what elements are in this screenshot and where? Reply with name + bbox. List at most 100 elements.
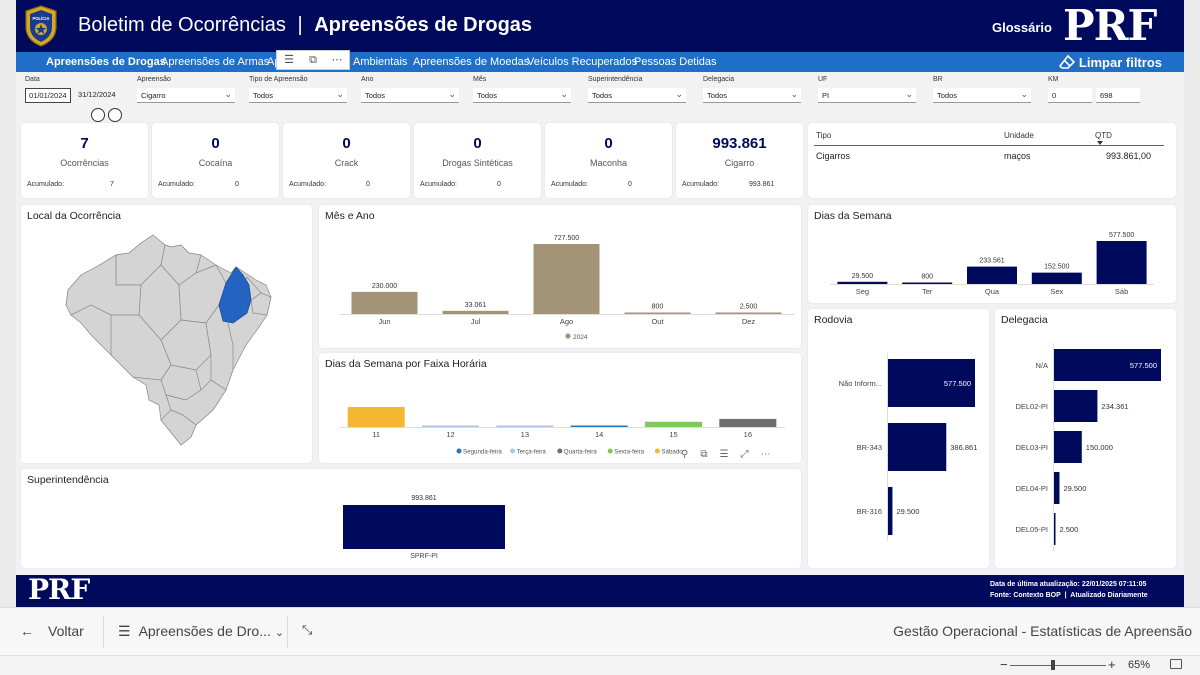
back-button[interactable]: ← Voltar (20, 623, 84, 639)
data-label: 577.500 (1130, 361, 1157, 370)
legend-entry: Quarta-feira (564, 449, 598, 456)
tab-ambientais[interactable]: Ambientais (353, 56, 408, 68)
map-state-piaui-highlight[interactable] (218, 266, 252, 324)
glossary-link[interactable]: Glossário (992, 20, 1052, 35)
collapse-icon[interactable]: ⤡ (302, 622, 313, 637)
page-selector[interactable]: ☰ Apreensões de Dro... ⌄ (118, 623, 284, 640)
br-dropdown[interactable]: Todos ⌄ (933, 88, 1031, 103)
tick-label: DEL02-PI (1015, 402, 1048, 411)
kpi-card-cocaina: 0 Cocaína Acumulado: 0 (152, 123, 279, 198)
tab-veiculos-recuperados[interactable]: Veículos Recuperados (527, 56, 638, 68)
page-title: Boletim de Ocorrências | Apreensões de D… (78, 14, 532, 37)
chart-mes-ano[interactable]: 230.000 Jun 33.061 Jul 727.500 Ago 800 Out 2.500… (319, 205, 801, 348)
km-min-input[interactable]: 0 (1048, 88, 1092, 103)
chart-superintendencia[interactable]: 993.861 SPRF-PI (21, 469, 801, 568)
uf-dropdown[interactable]: PI ⌄ (818, 88, 916, 103)
tick-label: BR-316 (857, 507, 882, 516)
chevron-down-icon: ⌄ (274, 627, 285, 639)
tab-apreensoes-drogas[interactable]: Apreensões de Drogas (46, 56, 166, 68)
copy-icon[interactable]: ⧉ (700, 449, 708, 460)
mes-value: Todos (477, 91, 498, 100)
zoom-status-bar: − + 65% (0, 655, 1200, 675)
source-separator: | (1064, 592, 1067, 599)
title-separator: | (297, 14, 303, 36)
tipo-apreensao-dropdown[interactable]: Todos ⌄ (249, 88, 347, 103)
delegacia-dropdown[interactable]: Todos ⌄ (703, 88, 801, 103)
uf-value: PI (822, 91, 830, 100)
bar-Sex (1031, 272, 1082, 284)
focus-mode-icon[interactable]: ⧉ (309, 54, 317, 66)
apreensao-label: Apreensão (137, 76, 171, 83)
kpi-accumulated-label: Acumulado: (27, 181, 64, 188)
chart-dias-semana[interactable]: 29.500 Seg 800 Ter 233.561 Qua 152.500 Sex 577.5… (808, 205, 1176, 303)
pin-icon[interactable]: ⚲ (681, 449, 689, 460)
focus-mode-icon[interactable]: ⤢ (740, 449, 749, 460)
tick-label: 16 (744, 430, 752, 439)
tick-label: DEL05-PI (1015, 525, 1048, 534)
chart-rodovia[interactable]: Não Inform... 577.500 BR-343 386.861 BR-316 2… (808, 309, 989, 568)
tick-label: 14 (595, 430, 603, 439)
br-value: Todos (937, 91, 958, 100)
bar-Ter (902, 282, 953, 284)
ano-dropdown[interactable]: Todos ⌄ (361, 88, 459, 103)
chart-delegacia[interactable]: N/A 577.500 DEL02-PI 234.361 DEL03-PI 150.000… (995, 309, 1176, 568)
zoom-slider-thumb[interactable] (1051, 660, 1056, 670)
chart-faixa-horaria[interactable]: 11 12 13 14 15 16 Segunda-feira Terça-feira Quar… (319, 353, 801, 463)
superintendencia-dropdown[interactable]: Todos ⌄ (588, 88, 686, 103)
tab-apreensoes-moedas[interactable]: Apreensões de Moedas (413, 56, 530, 68)
kpi-accumulated-label: Acumulado: (289, 181, 326, 188)
bottom-divider (287, 616, 288, 648)
bar-DEL03-PI (1054, 431, 1082, 463)
chevron-down-icon: ⌄ (336, 89, 344, 99)
more-options-icon[interactable]: ⋯ (331, 54, 343, 66)
data-label: 993.861 (411, 495, 436, 502)
tab-apreensoes-armas[interactable]: Apreensões de Armas (161, 56, 270, 68)
map-title: Local da Ocorrência (27, 210, 121, 222)
apreensao-dropdown[interactable]: Cigarro ⌄ (137, 88, 235, 103)
zoom-slider-track[interactable] (1010, 665, 1106, 666)
table-header-qtd[interactable]: QTD (1095, 131, 1112, 140)
km-max-input[interactable]: 698 (1096, 88, 1140, 103)
date-slider-start-handle[interactable] (91, 108, 105, 122)
kpi-card-maconha: 0 Maconha Acumulado: 0 (545, 123, 672, 198)
tick-label: Ter (922, 287, 933, 296)
table-header-unidade[interactable]: Unidade (1004, 131, 1034, 140)
legend-marker-Sábado (654, 448, 660, 454)
bar-Dez (715, 312, 782, 314)
zoom-out-button[interactable]: − (1000, 657, 1008, 672)
zoom-in-button[interactable]: + (1108, 657, 1116, 672)
chart-card-faixa-horaria: Dias da Semana por Faixa Horária 11 12 13 1… (319, 353, 801, 463)
bar-BR-316 (888, 487, 893, 535)
kpi-accumulated-value: 0 (628, 181, 632, 188)
delegacia-value: Todos (707, 91, 728, 100)
chevron-down-icon: ⌄ (675, 89, 683, 99)
report-header: POLÍCIA Boletim de Ocorrências | Apreens… (16, 0, 1184, 52)
tab-pessoas-detidas[interactable]: Pessoas Detidas (634, 56, 717, 68)
chart-title: Superintendência (27, 474, 109, 486)
date-start-input[interactable]: 01/01/2024 (25, 88, 71, 103)
filter-bar: Data 01/01/2024 31/12/2024 Apreensão Cig… (16, 72, 1184, 122)
more-options-icon[interactable]: ⋯ (760, 449, 771, 460)
data-label: 800 (921, 274, 933, 281)
data-label: 33.061 (465, 302, 487, 309)
kpi-accumulated-label: Acumulado: (682, 181, 719, 188)
tab-navigation: Apreensões de Drogas Apreensões de Armas… (16, 52, 1184, 72)
chart-card-superintendencia: Superintendência 993.861 SPRF-PI (21, 469, 801, 568)
table-header-tipo[interactable]: Tipo (816, 131, 832, 140)
filter-icon[interactable]: ☰ (284, 54, 294, 66)
mes-dropdown[interactable]: Todos ⌄ (473, 88, 571, 103)
chart-title: Mês e Ano (325, 210, 375, 222)
visual-header-toolbar: ☰ ⧉ ⋯ (276, 50, 350, 70)
tick-label: Sex (1050, 287, 1063, 296)
table-cell-tipo: Cigarros (816, 151, 851, 161)
kpi-label: Drogas Sintéticas (442, 158, 513, 168)
bar-N/A (1054, 349, 1161, 381)
date-end-input[interactable]: 31/12/2024 (78, 90, 116, 99)
brazil-map[interactable] (21, 205, 312, 463)
filter-icon[interactable]: ☰ (719, 449, 729, 460)
data-label: 29.500 (852, 273, 874, 280)
date-slider-end-handle[interactable] (108, 108, 122, 122)
fit-to-page-icon[interactable] (1170, 659, 1182, 669)
data-label: 233.561 (979, 258, 1004, 265)
clear-filters-button[interactable]: Limpar filtros (1058, 54, 1162, 70)
